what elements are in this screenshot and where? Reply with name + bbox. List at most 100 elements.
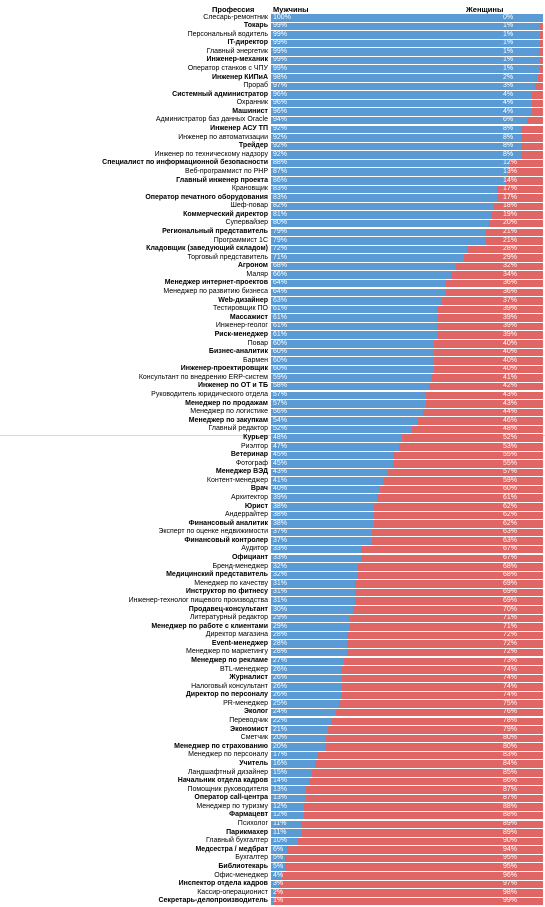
men-value-label: 86% [273, 176, 288, 184]
table-row: Учитель 16% 84% [0, 760, 545, 769]
men-value-label: 31% [273, 579, 288, 587]
women-bar [417, 417, 543, 425]
table-row: Программист 1С 79% 21% [0, 237, 545, 246]
table-row: Инженер по ОТ и ТБ 58% 42% [0, 382, 545, 391]
women-value-label: 89% [503, 828, 518, 836]
men-value-label: 43% [273, 468, 288, 476]
women-bar [534, 82, 543, 91]
women-value-label: 43% [503, 391, 518, 399]
women-bar [398, 443, 543, 451]
women-bar [360, 554, 543, 563]
men-bar [271, 305, 437, 314]
table-row: Менеджер по продажам 57% 43% [0, 400, 545, 409]
table-row: Коммерческий директор 81% 19% [0, 211, 545, 220]
women-value-label: 86% [503, 777, 518, 785]
table-row: Продавец-консультант 30% 70% [0, 606, 545, 615]
women-value-label: 28% [503, 245, 518, 253]
men-bar [271, 872, 282, 880]
men-bar [271, 91, 533, 99]
women-value-label: 8% [503, 125, 514, 133]
profession-label: Медсестра / медбрат [195, 845, 268, 853]
men-value-label: 28% [273, 639, 288, 647]
women-value-label: 67% [503, 545, 518, 553]
women-value-label: 74% [503, 691, 518, 699]
women-bar [466, 245, 543, 254]
men-bar [271, 288, 446, 297]
men-value-label: 99% [273, 30, 288, 38]
women-value-label: 78% [503, 717, 518, 725]
profession-label: Главный энергетик [206, 47, 268, 55]
profession-label: Инженер-технолог пищевого производства [128, 596, 268, 604]
table-row: Шеф-повар 82% 18% [0, 202, 545, 211]
men-bar [271, 631, 348, 640]
men-value-label: 38% [273, 511, 288, 519]
women-value-label: 98% [503, 888, 518, 896]
table-row: Машинист 96% 4% [0, 108, 545, 117]
table-row: Секретарь-делопроизводитель 1% 99% [0, 897, 545, 906]
men-value-label: 92% [273, 133, 288, 141]
women-bar [273, 897, 543, 906]
table-row: Юрист 38% 62% [0, 503, 545, 512]
profession-label: Офис-менеджер [214, 871, 268, 879]
women-value-label: 60% [503, 485, 518, 493]
women-bar [382, 477, 543, 485]
profession-label: Инженер КИПиА [211, 73, 268, 81]
women-bar [507, 168, 543, 176]
profession-label: Тестировщик ПО [212, 305, 268, 313]
men-value-label: 61% [273, 305, 288, 313]
women-value-label: 42% [503, 382, 518, 390]
women-value-label: 1% [503, 56, 514, 64]
women-bar [521, 142, 543, 151]
men-value-label: 80% [273, 219, 288, 227]
profession-label: Инженер-проектировщик [180, 365, 268, 373]
women-value-label: 99% [503, 897, 518, 905]
men-bar [271, 545, 361, 554]
table-row: Бизнес-аналитик 60% 40% [0, 348, 545, 357]
men-value-label: 72% [273, 245, 288, 253]
profession-label: Региональный представитель [162, 228, 268, 235]
table-row: Инспектор отдела кадров 3% 97% [0, 880, 545, 889]
profession-label: Маляр [246, 270, 268, 278]
men-bar [271, 99, 533, 108]
men-value-label: 37% [273, 536, 288, 544]
men-value-label: 5% [273, 862, 284, 870]
women-bar [330, 717, 543, 726]
profession-label: Фотограф [235, 459, 268, 467]
profession-label: Программист 1С [213, 236, 268, 244]
men-value-label: 57% [273, 391, 288, 399]
women-value-label: 68% [503, 562, 518, 570]
women-value-label: 61% [503, 493, 518, 501]
men-bar [271, 606, 353, 614]
table-row: Веб-программист по PHP 87% 13% [0, 168, 545, 177]
women-value-label: 39% [503, 313, 518, 321]
women-value-label: 80% [503, 742, 518, 750]
profession-label: Учитель [239, 759, 268, 767]
women-bar [496, 194, 543, 202]
women-bar [485, 228, 543, 236]
women-value-label: 39% [503, 305, 518, 313]
women-bar [521, 134, 543, 142]
women-bar [491, 211, 543, 219]
women-value-label: 71% [503, 614, 518, 622]
table-row: PR-менеджер 25% 75% [0, 700, 545, 709]
men-bar [271, 674, 342, 683]
men-bar [271, 228, 486, 236]
women-bar [464, 254, 543, 262]
men-bar [271, 863, 285, 871]
women-value-label: 52% [503, 433, 518, 441]
women-bar [303, 811, 543, 820]
men-value-label: 29% [273, 614, 288, 622]
men-bar [271, 880, 280, 889]
men-bar [271, 219, 489, 228]
table-row: Риск-менеджер 61% 39% [0, 331, 545, 340]
table-row: Персональный водитель 99% 1% [0, 31, 545, 40]
women-value-label: 1% [503, 22, 514, 30]
men-value-label: 3% [273, 880, 284, 888]
women-value-label: 4% [503, 90, 514, 98]
women-bar [496, 185, 543, 194]
women-bar [374, 503, 543, 511]
men-bar [271, 726, 329, 734]
men-value-label: 10% [273, 837, 288, 845]
women-value-label: 87% [503, 794, 518, 802]
